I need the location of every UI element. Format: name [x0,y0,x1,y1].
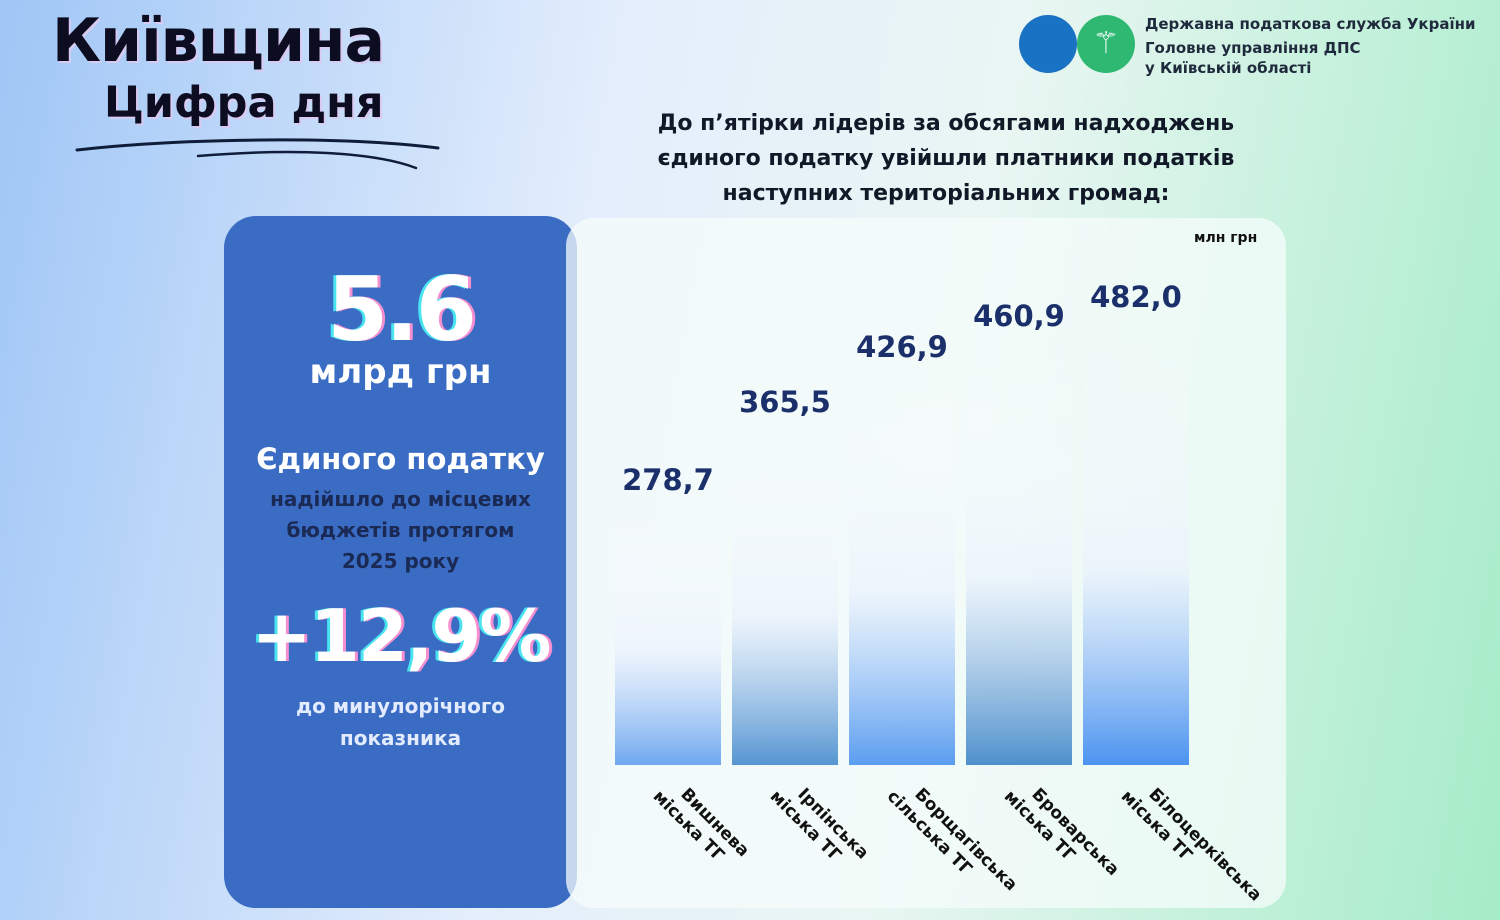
total-unit: млрд грн [309,352,492,392]
organization-name: Державна податкова служба України Головн… [1145,14,1475,78]
bar-3 [849,380,955,765]
value-label-1: 278,7 [622,463,714,497]
total-value: 5.6 [327,258,477,361]
value-label-4: 460,9 [973,299,1065,333]
org-line-2: Головне управління ДПС [1145,39,1361,57]
bar-5 [1083,331,1189,765]
growth-percent: +12,9% [251,594,551,678]
value-label-3: 426,9 [856,330,948,364]
summary-card: 5.6 млрд грн Єдиного податку надійшло до… [224,216,577,908]
headline-line-2: єдиного податку увійшли платники податкі… [657,146,1235,171]
growth-note-line-1: до минулорічного [295,694,506,718]
trident-icon: ⚚ [1092,26,1120,61]
org-line-3: у Київській області [1145,59,1312,77]
bar-2 [732,436,838,765]
title-figure-of-day: Цифра дня [104,78,384,128]
desc-line-2: бюджетів протягом [286,518,515,542]
desc-line-1: надійшло до місцевих [270,487,531,511]
chart-headline: До п’ятірки лідерів за обсягами надходже… [600,106,1292,211]
logo-blue-circle [1019,15,1077,73]
title-underline-decoration [75,138,440,170]
unit-label: млн грн [1194,230,1257,246]
logo-green-circle [1077,15,1135,73]
category-label-3: Борщагівськасільська ТГ [883,772,1021,910]
category-label-1: Вишневаміська ТГ [649,772,753,876]
title-kyivshchyna: Київщина [52,6,385,76]
desc-line-3: 2025 року [341,549,460,573]
tax-subject: Єдиного податку [256,442,545,476]
value-label-5: 482,0 [1090,280,1182,314]
summary-description: надійшло до місцевих бюджетів протягом 2… [234,484,567,577]
category-label-4: Броварськаміська ТГ [1000,772,1123,895]
category-label-2: Ірпінськаміська ТГ [766,772,873,879]
headline-line-3: наступних територіальних громад: [722,181,1170,206]
org-line-1: Державна податкова служба України [1145,15,1476,33]
category-label-5: Білоцерківськаміська ТГ [1117,772,1266,918]
bar-1 [615,514,721,765]
bar-chart: 278,7 365,5 426,9 460,9 482,0 Вишневаміська … [615,230,1266,918]
value-label-2: 365,5 [739,385,831,419]
bar-4 [966,350,1072,765]
headline-line-1: До п’ятірки лідерів за обсягами надходже… [657,111,1235,136]
growth-note-line-2: показника [339,726,462,750]
growth-note: до минулорічного показника [224,690,577,754]
